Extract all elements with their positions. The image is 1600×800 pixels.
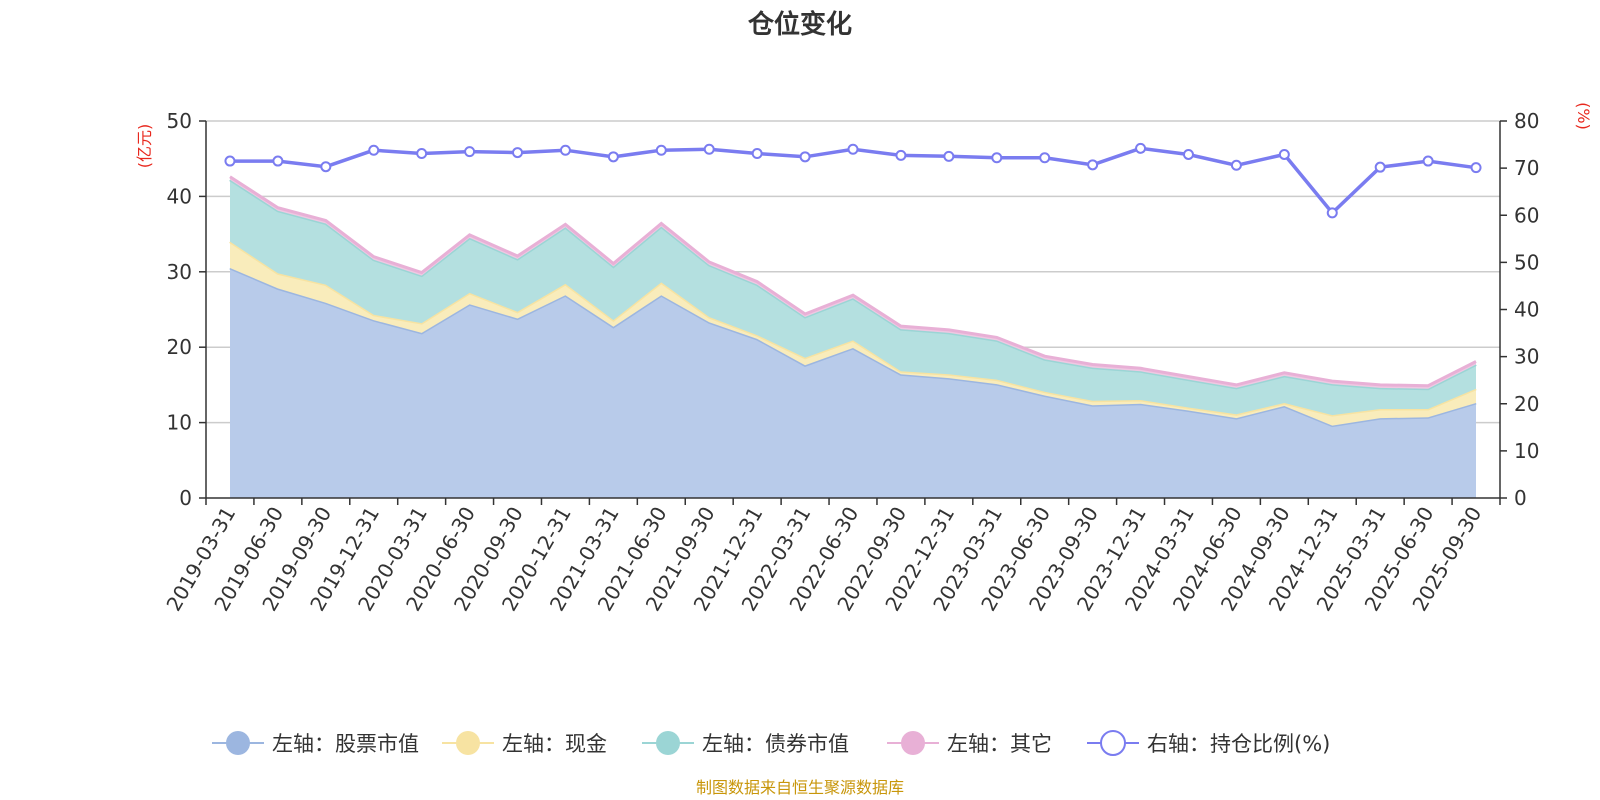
chart-title: 仓位变化 xyxy=(747,9,852,40)
ratio-line xyxy=(230,146,1477,216)
ratio-point[interactable] xyxy=(943,150,955,162)
ratio-point[interactable] xyxy=(895,149,907,161)
legend-marker xyxy=(901,731,925,755)
ratio-point[interactable] xyxy=(368,144,380,156)
ratio-point[interactable] xyxy=(1422,155,1434,167)
right-tick-label: 70 xyxy=(1514,156,1539,180)
ratio-point[interactable] xyxy=(847,143,859,155)
ratio-point[interactable] xyxy=(655,144,667,156)
ratio-point[interactable] xyxy=(224,155,236,167)
ratio-point[interactable] xyxy=(751,148,763,160)
left-tick-label: 40 xyxy=(167,184,192,208)
ratio-point[interactable] xyxy=(607,151,619,163)
ratio-point[interactable] xyxy=(512,147,524,159)
legend-marker xyxy=(456,731,480,755)
right-tick-label: 10 xyxy=(1514,439,1539,463)
legend-item-4[interactable]: 左轴：其它 xyxy=(887,731,1052,756)
ratio-point[interactable] xyxy=(1374,161,1386,173)
stacked-areas xyxy=(229,175,1477,498)
ratio-line-series xyxy=(224,142,1482,219)
area-series-4-edge xyxy=(229,175,1477,388)
ratio-point[interactable] xyxy=(272,155,284,167)
legend-label: 左轴：债券市值 xyxy=(702,732,849,756)
ratio-point[interactable] xyxy=(799,151,811,163)
right-tick-label: 20 xyxy=(1514,392,1539,416)
ratio-point[interactable] xyxy=(1039,152,1051,164)
left-tick-label: 0 xyxy=(179,486,192,510)
right-tick-label: 50 xyxy=(1514,250,1539,274)
ratio-point[interactable] xyxy=(703,143,715,155)
legend-marker xyxy=(1100,730,1126,756)
right-tick-label: 40 xyxy=(1514,298,1539,322)
area-series-3 xyxy=(230,179,1476,416)
ratio-point[interactable] xyxy=(464,146,476,158)
right-tick-label: 0 xyxy=(1514,486,1527,510)
left-tick-label: 10 xyxy=(167,411,192,435)
left-tick-label: 30 xyxy=(167,260,192,284)
legend-label: 右轴：持仓比例(%) xyxy=(1147,732,1330,756)
legend-item-1[interactable]: 左轴：股票市值 xyxy=(212,731,419,756)
legend-item-3[interactable]: 左轴：债券市值 xyxy=(642,731,849,756)
legend-item-5[interactable]: 右轴：持仓比例(%) xyxy=(1087,730,1330,756)
ratio-point[interactable] xyxy=(1182,148,1194,160)
ratio-point[interactable] xyxy=(320,161,332,173)
right-tick-label: 60 xyxy=(1514,203,1539,227)
ratio-point[interactable] xyxy=(1230,159,1242,171)
right-tick-label: 80 xyxy=(1514,109,1539,133)
legend-item-2[interactable]: 左轴：现金 xyxy=(442,731,607,756)
left-tick-label: 50 xyxy=(167,109,192,133)
ratio-point[interactable] xyxy=(1278,148,1290,160)
legend-marker xyxy=(226,731,250,755)
ratio-point[interactable] xyxy=(1135,142,1147,154)
left-tick-label: 20 xyxy=(167,335,192,359)
source-note: 制图数据来自恒生聚源数据库 xyxy=(696,778,904,797)
legend-marker xyxy=(656,731,680,755)
ratio-point[interactable] xyxy=(416,148,428,160)
ratio-point[interactable] xyxy=(1326,207,1338,219)
legend[interactable]: 左轴：股票市值 左轴：现金 左轴：债券市值 左轴：其它 右轴：持仓比例(%) xyxy=(212,730,1330,756)
legend-label: 左轴：其它 xyxy=(947,732,1052,756)
right-tick-label: 30 xyxy=(1514,345,1539,369)
ratio-point[interactable] xyxy=(1087,159,1099,171)
right-axis-unit: (%) xyxy=(1574,102,1593,130)
area-series-1 xyxy=(230,268,1476,498)
legend-label: 左轴：股票市值 xyxy=(272,732,419,756)
legend-label: 左轴：现金 xyxy=(502,732,607,756)
ratio-point[interactable] xyxy=(1470,162,1482,174)
ratio-point[interactable] xyxy=(991,152,1003,164)
left-axis-unit: (亿元) xyxy=(135,124,154,169)
ratio-point[interactable] xyxy=(559,144,571,156)
